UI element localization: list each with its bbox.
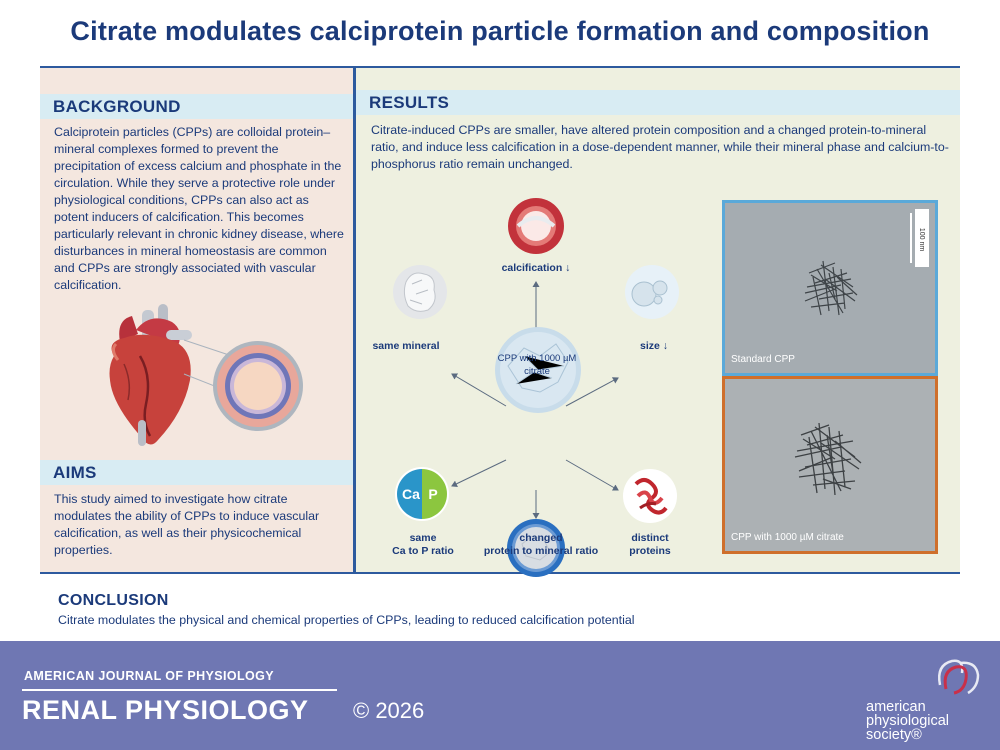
footer: AMERICAN JOURNAL OF PHYSIOLOGY RENAL PHY… [0,641,1000,750]
background-heading: BACKGROUND [53,96,181,116]
aims-heading: AIMS [53,462,97,482]
journal-divider [22,689,337,691]
society-name-line2: physiological [866,713,950,729]
society-name: american physiological society® [866,699,950,743]
results-text: Citrate-induced CPPs are smaller, have a… [371,123,949,171]
title-bar: Citrate modulates calciprotein particle … [0,0,1000,62]
results-diagram: calcification ↓ same mineral size ↓ CP [356,178,726,577]
calcification-label: calcification ↓ [501,262,571,274]
artery-cross-section-icon [213,341,303,431]
distinct-proteins-icon [623,469,677,523]
background-header: BACKGROUND [40,94,353,119]
p-symbol: P [428,486,437,502]
aims-text: This study aimed to investigate how citr… [54,492,320,557]
copyright: © 2026 [353,698,425,723]
tem-citrate-image [725,379,935,551]
mineral-icon [393,265,447,319]
results-header: RESULTS [356,90,960,115]
size-icon [625,265,679,319]
results-heading: RESULTS [369,92,450,112]
journal-subtitle: AMERICAN JOURNAL OF PHYSIOLOGY [24,669,274,683]
ca-p-ratio-icon: Ca P [395,467,449,521]
tem-standard-image [725,203,935,373]
ca-p-ratio-label: same Ca to P ratio [368,532,478,558]
diagram-arrows [451,281,619,519]
page-title: Citrate modulates calciprotein particle … [70,15,930,46]
distinct-proteins-label-line2: proteins [629,545,671,557]
ca-p-ratio-label-line2: Ca to P ratio [392,545,454,557]
tem-standard-cpp: 100 nm Standard CPP [722,200,938,376]
same-mineral-label: same mineral [372,340,440,352]
scale-bar-label: 100 nm [918,227,926,251]
aims-header: AIMS [40,460,353,485]
ca-p-ratio-label-line1: same [409,532,437,544]
tem-citrate-cpp: CPP with 1000 µM citrate [722,376,938,554]
conclusion-text: Citrate modulates the physical and chemi… [58,613,635,627]
citrate-cpp-particle-icon [495,327,581,413]
calcification-icon [508,198,564,254]
main-frame: BACKGROUND Calciprotein particles (CPPs)… [40,66,960,577]
society-name-line1: american [866,699,926,715]
ca-symbol: Ca [402,486,420,502]
heart-icon [109,304,192,446]
conclusion-heading: CONCLUSION [58,592,169,609]
right-panel: RESULTS Citrate-induced CPPs are smaller… [356,68,960,577]
protein-mineral-ratio-label: changed protein to mineral ratio [456,532,626,558]
protein-mineral-ratio-label-line2: protein to mineral ratio [483,545,599,557]
size-label: size ↓ [639,340,668,352]
protein-mineral-ratio-icon [507,519,565,577]
panel-divider [353,68,356,572]
left-panel: BACKGROUND Calciprotein particles (CPPs)… [40,68,353,572]
society-name-line3: society® [866,727,922,743]
center-cpp-label: CPP with 1000 µM citrate [497,353,577,377]
aps-logo-icon [938,659,980,695]
distinct-proteins-label: distinct proteins [606,532,694,558]
journal-title: RENAL PHYSIOLOGY [22,695,309,725]
heart-illustration [80,300,320,450]
tem-citrate-label: CPP with 1000 µM citrate [731,532,844,543]
background-text: Calciprotein particles (CPPs) are colloi… [54,125,344,292]
tem-standard-label: Standard CPP [731,354,795,365]
distinct-proteins-label-line1: distinct [631,532,669,544]
protein-mineral-ratio-label-line1: changed [519,532,563,544]
